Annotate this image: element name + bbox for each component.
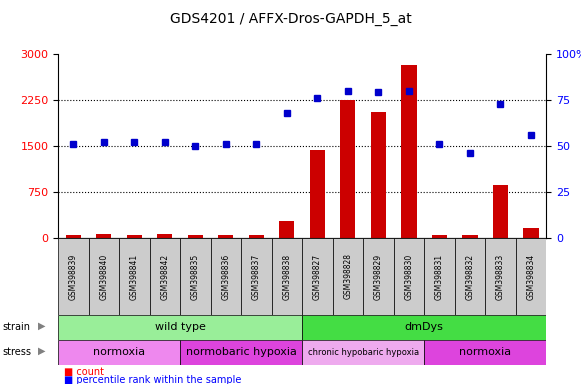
FancyBboxPatch shape — [363, 238, 394, 315]
FancyBboxPatch shape — [424, 238, 454, 315]
Bar — [188, 235, 203, 238]
FancyBboxPatch shape — [150, 238, 180, 315]
FancyBboxPatch shape — [302, 238, 332, 315]
FancyBboxPatch shape — [58, 238, 88, 315]
Text: GSM398835: GSM398835 — [191, 253, 200, 300]
Bar — [249, 235, 264, 238]
Text: GDS4201 / AFFX-Dros-GAPDH_5_at: GDS4201 / AFFX-Dros-GAPDH_5_at — [170, 12, 411, 25]
FancyBboxPatch shape — [485, 238, 516, 315]
Bar — [432, 235, 447, 238]
Bar — [279, 221, 295, 238]
FancyBboxPatch shape — [454, 238, 485, 315]
Text: GSM398838: GSM398838 — [282, 253, 291, 300]
Text: GSM398834: GSM398834 — [526, 253, 535, 300]
FancyBboxPatch shape — [180, 238, 210, 315]
FancyBboxPatch shape — [271, 238, 302, 315]
Bar — [96, 234, 112, 238]
Text: GSM398833: GSM398833 — [496, 253, 505, 300]
Text: normoxia: normoxia — [459, 347, 511, 358]
Bar — [127, 235, 142, 238]
Text: GSM398828: GSM398828 — [343, 253, 352, 300]
Text: GSM398839: GSM398839 — [69, 253, 78, 300]
Bar — [462, 235, 478, 238]
FancyBboxPatch shape — [58, 315, 302, 340]
Text: GSM398831: GSM398831 — [435, 253, 444, 300]
Text: wild type: wild type — [155, 322, 206, 333]
Text: GSM398832: GSM398832 — [465, 253, 474, 300]
FancyBboxPatch shape — [516, 238, 546, 315]
Text: chronic hypobaric hypoxia: chronic hypobaric hypoxia — [307, 348, 419, 357]
Text: GSM398827: GSM398827 — [313, 253, 322, 300]
Bar — [66, 235, 81, 238]
Bar — [493, 185, 508, 238]
Text: GSM398842: GSM398842 — [160, 253, 169, 300]
FancyBboxPatch shape — [210, 238, 241, 315]
Text: ■ count: ■ count — [64, 367, 104, 377]
Bar — [523, 228, 539, 238]
FancyBboxPatch shape — [424, 340, 546, 365]
FancyBboxPatch shape — [241, 238, 271, 315]
Text: strain: strain — [3, 322, 31, 333]
Bar — [401, 65, 417, 238]
FancyBboxPatch shape — [302, 315, 546, 340]
Text: stress: stress — [3, 347, 32, 358]
Text: normoxia: normoxia — [93, 347, 145, 358]
Text: ▶: ▶ — [38, 345, 45, 356]
Bar — [157, 234, 173, 238]
Bar — [340, 100, 356, 238]
FancyBboxPatch shape — [88, 238, 119, 315]
Text: dmDys: dmDys — [405, 322, 443, 333]
Bar — [371, 112, 386, 238]
FancyBboxPatch shape — [180, 340, 302, 365]
Text: GSM398840: GSM398840 — [99, 253, 108, 300]
Text: GSM398836: GSM398836 — [221, 253, 230, 300]
Text: GSM398829: GSM398829 — [374, 253, 383, 300]
Bar — [218, 235, 234, 238]
FancyBboxPatch shape — [119, 238, 150, 315]
FancyBboxPatch shape — [394, 238, 424, 315]
Text: ■ percentile rank within the sample: ■ percentile rank within the sample — [64, 375, 241, 384]
Text: GSM398830: GSM398830 — [404, 253, 413, 300]
Bar — [310, 150, 325, 238]
FancyBboxPatch shape — [58, 340, 180, 365]
FancyBboxPatch shape — [302, 340, 424, 365]
Text: GSM398837: GSM398837 — [252, 253, 261, 300]
Text: normobaric hypoxia: normobaric hypoxia — [186, 347, 296, 358]
FancyBboxPatch shape — [332, 238, 363, 315]
Text: GSM398841: GSM398841 — [130, 253, 139, 300]
Text: ▶: ▶ — [38, 320, 45, 331]
